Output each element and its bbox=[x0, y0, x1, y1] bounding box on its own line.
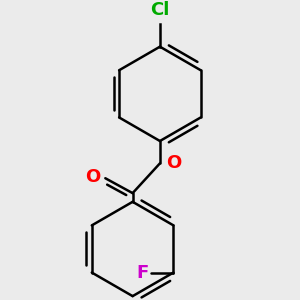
Text: Cl: Cl bbox=[150, 2, 170, 20]
Text: O: O bbox=[85, 168, 100, 186]
Text: O: O bbox=[166, 154, 182, 172]
Text: F: F bbox=[136, 264, 148, 282]
